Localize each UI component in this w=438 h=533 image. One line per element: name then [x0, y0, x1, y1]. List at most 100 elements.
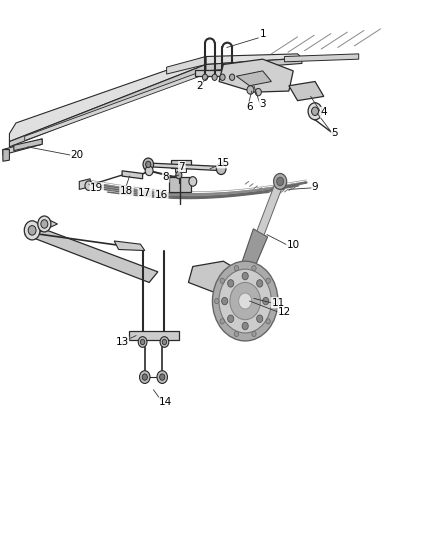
Circle shape — [220, 319, 224, 324]
Polygon shape — [175, 168, 186, 172]
Circle shape — [230, 288, 243, 304]
Polygon shape — [25, 229, 158, 282]
Circle shape — [220, 74, 225, 80]
Circle shape — [24, 221, 40, 240]
Text: 14: 14 — [159, 397, 173, 407]
Polygon shape — [195, 70, 239, 76]
Polygon shape — [79, 179, 90, 189]
Circle shape — [252, 332, 256, 336]
Text: 16: 16 — [155, 190, 168, 200]
Circle shape — [311, 107, 318, 116]
Text: 2: 2 — [196, 81, 203, 91]
Circle shape — [263, 297, 269, 305]
Text: 13: 13 — [116, 337, 129, 347]
Polygon shape — [14, 139, 42, 151]
Circle shape — [247, 86, 254, 94]
Circle shape — [266, 319, 270, 324]
Text: 5: 5 — [332, 127, 338, 138]
Circle shape — [157, 370, 167, 383]
Circle shape — [85, 181, 93, 190]
Circle shape — [234, 265, 239, 271]
Polygon shape — [130, 332, 179, 340]
Polygon shape — [25, 70, 206, 141]
Polygon shape — [166, 56, 206, 74]
Circle shape — [41, 220, 48, 228]
Circle shape — [159, 374, 165, 380]
Circle shape — [219, 269, 272, 333]
Polygon shape — [188, 261, 258, 294]
Circle shape — [145, 166, 153, 175]
Circle shape — [233, 292, 240, 300]
Circle shape — [257, 280, 263, 287]
Polygon shape — [257, 180, 284, 235]
Text: 6: 6 — [246, 102, 253, 112]
Text: 11: 11 — [271, 297, 285, 308]
Polygon shape — [285, 54, 359, 62]
Circle shape — [234, 332, 239, 336]
Circle shape — [228, 280, 234, 287]
Circle shape — [140, 370, 150, 383]
Polygon shape — [237, 71, 272, 86]
Text: 18: 18 — [120, 186, 133, 196]
Circle shape — [230, 74, 235, 80]
Circle shape — [138, 337, 147, 348]
Text: 12: 12 — [278, 307, 291, 317]
Circle shape — [230, 282, 261, 320]
Circle shape — [38, 216, 51, 232]
Text: 7: 7 — [179, 161, 185, 172]
Circle shape — [220, 278, 224, 284]
Text: 10: 10 — [286, 240, 300, 250]
Polygon shape — [3, 150, 10, 161]
Circle shape — [202, 74, 208, 80]
Circle shape — [176, 171, 182, 179]
Circle shape — [272, 298, 276, 304]
Polygon shape — [171, 160, 191, 168]
Circle shape — [242, 272, 248, 280]
Circle shape — [146, 161, 151, 167]
Circle shape — [215, 298, 219, 304]
Circle shape — [142, 374, 148, 380]
Circle shape — [222, 297, 228, 305]
Text: 9: 9 — [312, 182, 318, 192]
Circle shape — [228, 315, 234, 322]
Circle shape — [212, 261, 278, 341]
Polygon shape — [10, 56, 206, 142]
Text: 4: 4 — [321, 107, 327, 117]
Polygon shape — [289, 82, 324, 101]
Polygon shape — [10, 64, 206, 147]
Circle shape — [143, 158, 153, 171]
Circle shape — [252, 265, 256, 271]
Text: 15: 15 — [217, 158, 230, 168]
Text: 3: 3 — [259, 99, 266, 109]
Circle shape — [308, 103, 322, 120]
Circle shape — [28, 225, 36, 235]
Polygon shape — [3, 139, 42, 155]
Text: 8: 8 — [162, 172, 169, 182]
Circle shape — [257, 315, 263, 322]
Polygon shape — [206, 54, 302, 64]
Circle shape — [266, 278, 270, 284]
Circle shape — [277, 177, 284, 185]
Polygon shape — [206, 58, 302, 71]
Polygon shape — [145, 163, 223, 171]
Circle shape — [212, 74, 217, 80]
Circle shape — [255, 88, 261, 96]
Polygon shape — [122, 171, 143, 179]
Text: 20: 20 — [71, 150, 84, 160]
Circle shape — [239, 293, 252, 309]
Text: 17: 17 — [138, 188, 152, 198]
Circle shape — [242, 322, 248, 330]
Circle shape — [160, 337, 169, 348]
Circle shape — [162, 340, 166, 345]
Text: 19: 19 — [90, 183, 103, 193]
Circle shape — [216, 163, 226, 174]
Polygon shape — [31, 219, 57, 232]
Polygon shape — [219, 59, 293, 92]
Polygon shape — [231, 229, 268, 298]
Circle shape — [189, 176, 197, 186]
Text: 1: 1 — [259, 29, 266, 39]
Polygon shape — [114, 241, 145, 251]
Circle shape — [141, 340, 145, 345]
Circle shape — [274, 173, 287, 189]
Polygon shape — [169, 177, 191, 192]
